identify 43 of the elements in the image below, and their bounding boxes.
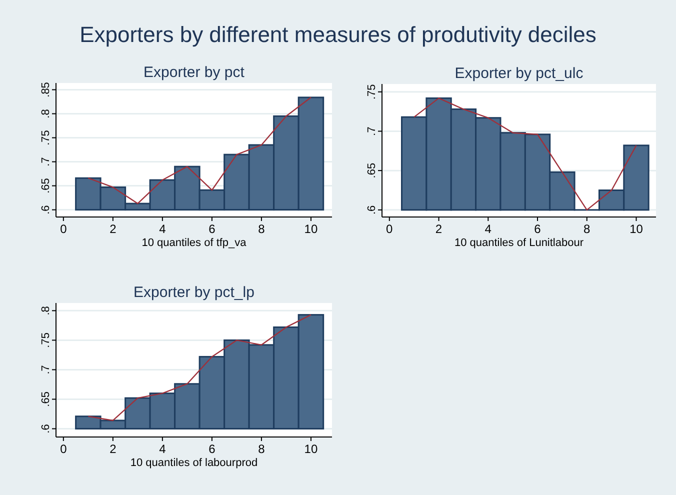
line-series [413,98,637,211]
y-tick-label: .6 [40,205,52,214]
x-tick-label: 8 [258,442,266,456]
text: Exporters by different measures of produtivity deciles [80,22,596,47]
x-tick-label: 10 [304,222,318,236]
x-tick-label: 6 [208,222,216,236]
x-tick-label: 2 [110,442,117,456]
x-tick-label: 0 [386,222,394,236]
y-tick-label: .75 [366,84,378,100]
x-tick-label: 0 [60,442,68,456]
y-tick-label: .75 [40,332,52,348]
line-series [88,96,312,204]
chart-title: Exporter by pct [144,64,246,81]
y-tick-label: .65 [40,392,52,407]
y-tick-label: .75 [40,130,52,146]
x-tick-label: 0 [60,222,68,236]
x-tick-label: 10 [630,222,644,236]
x-tick-label: 2 [110,222,117,236]
x-axis-title: 10 quantiles of labourprod [130,457,258,469]
x-tick-label: 8 [584,222,591,236]
y-tick-label: .6 [40,424,52,434]
y-tick-label: .8 [40,109,52,118]
x-tick-label: 6 [534,222,542,236]
x-tick-label: 6 [208,442,216,456]
y-tick-label: .7 [40,157,52,166]
y-tick-label: .7 [40,365,52,374]
y-tick-label: .85 [40,82,52,98]
x-tick-label: 2 [435,222,442,236]
x-tick-label: 4 [484,222,492,236]
x-tick-label: 4 [159,222,166,236]
line-series [88,314,312,422]
x-tick-label: 4 [159,442,166,456]
y-tick-label: .65 [366,162,378,178]
x-tick-label: 8 [258,222,266,236]
y-tick-label: .8 [40,306,52,316]
x-axis-title: 10 quantiles of tfp_va [142,237,248,249]
x-axis-title: 10 quantiles of Lunitlabour [454,237,584,249]
chart-title: Exporter by pct_lp [134,284,254,301]
chart-title: Exporter by pct_ulc [454,65,584,82]
y-tick-label: .6 [366,205,378,215]
x-tick-label: 10 [304,442,318,456]
y-tick-label: .7 [366,126,378,136]
y-tick-label: .65 [40,178,52,194]
